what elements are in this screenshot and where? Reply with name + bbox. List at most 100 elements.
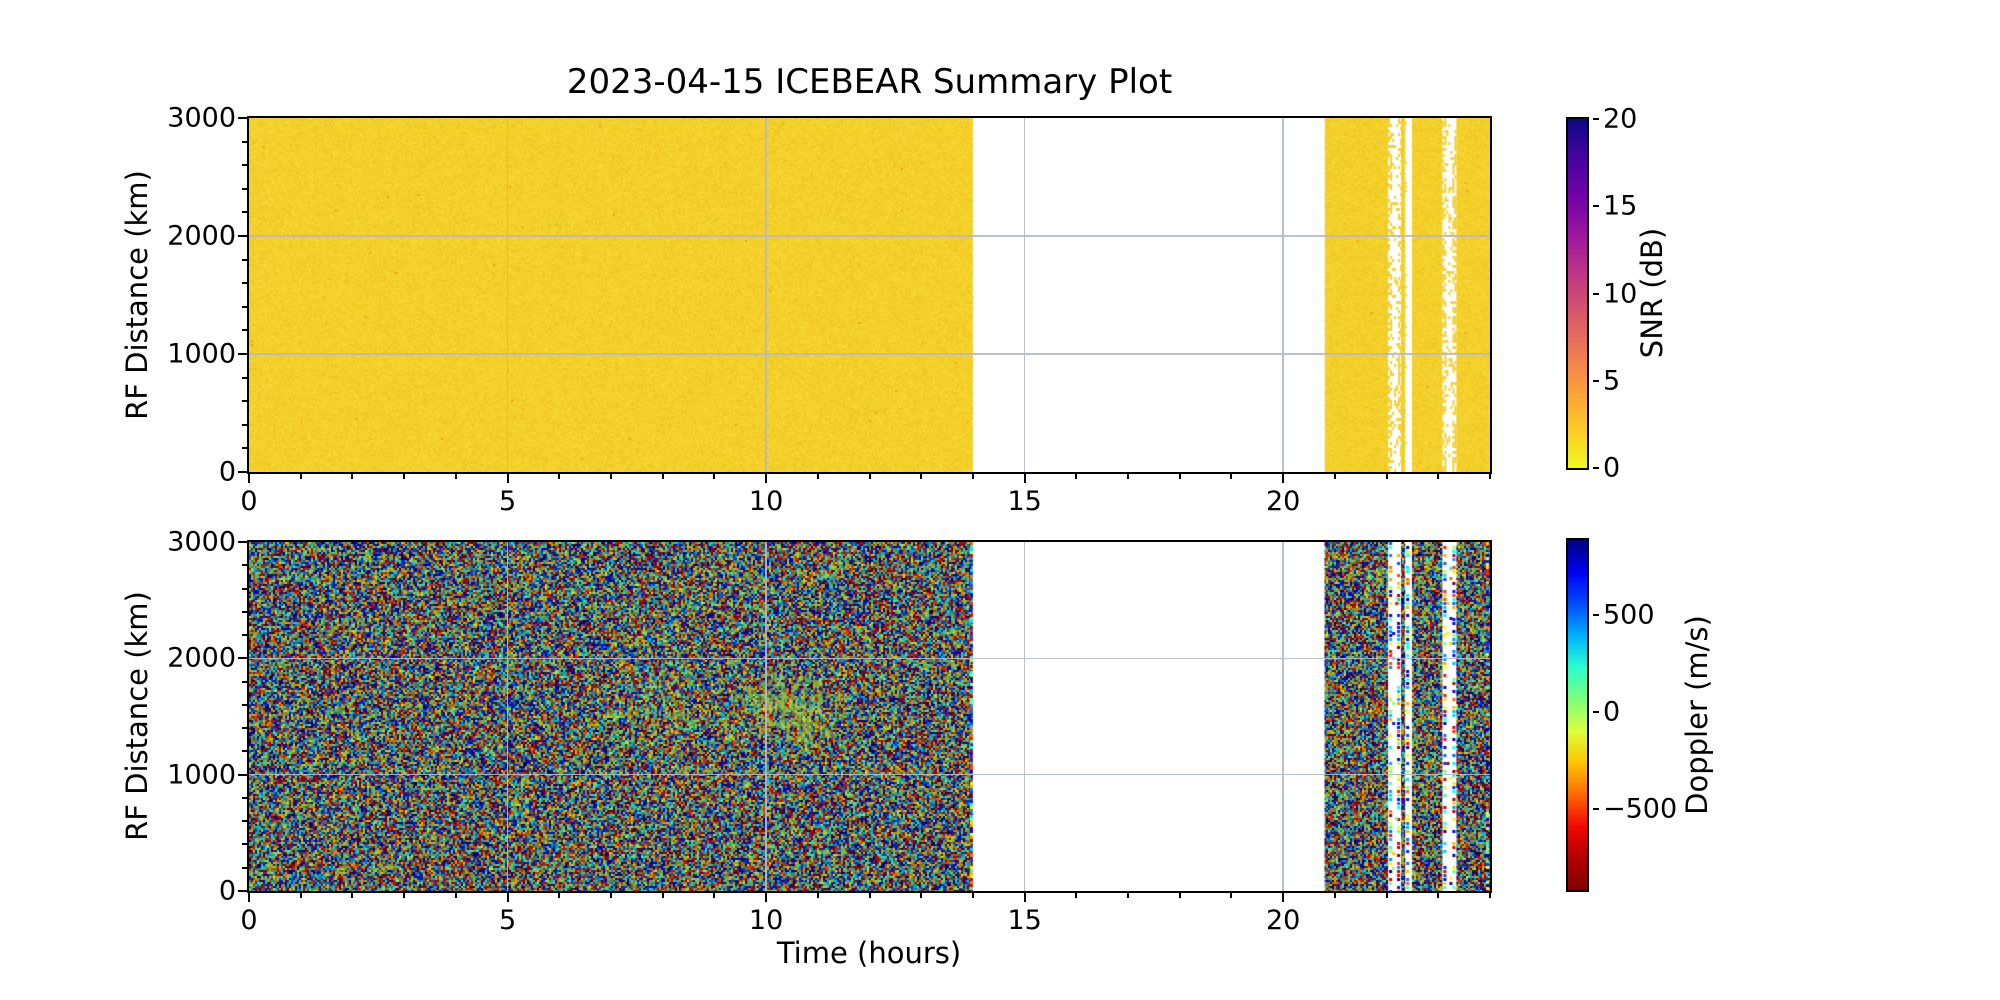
snr-colorbar: [1566, 117, 1589, 470]
y-minor-tick: [242, 727, 247, 730]
x-minor-tick: [661, 474, 664, 479]
x-minor-tick: [1489, 893, 1491, 898]
x-minor-tick: [1333, 893, 1336, 898]
doppler-heatmap-panel: [247, 540, 1492, 893]
snr-y-axis-label: RF Distance (km): [120, 170, 154, 420]
x-tick-label: 0: [240, 486, 258, 517]
y-major-tick: [238, 773, 247, 776]
y-minor-tick: [242, 587, 247, 590]
colorbar-tick-label: 0: [1603, 696, 1621, 728]
x-major-tick: [1023, 893, 1026, 902]
y-minor-tick: [242, 610, 247, 613]
gridline-y: [249, 235, 1490, 237]
x-tick-label: 20: [1265, 486, 1301, 517]
colorbar-tick: [1593, 379, 1599, 382]
x-minor-tick: [1385, 474, 1388, 479]
y-minor-tick: [242, 634, 247, 637]
x-tick-label: 0: [240, 905, 258, 936]
y-minor-tick: [242, 703, 247, 706]
y-minor-tick: [242, 305, 247, 308]
y-minor-tick: [242, 164, 247, 167]
x-minor-tick: [971, 893, 974, 898]
gridline-y: [249, 657, 1490, 660]
x-minor-tick: [1333, 474, 1336, 479]
x-axis-label: Time (hours): [776, 936, 962, 970]
y-tick-label: 1000: [167, 759, 236, 791]
x-minor-tick: [713, 893, 716, 898]
y-minor-tick: [242, 282, 247, 285]
y-major-tick: [238, 657, 247, 660]
colorbar-tick-label: −500: [1603, 793, 1678, 825]
x-minor-tick: [609, 474, 612, 479]
y-minor-tick: [242, 140, 247, 143]
x-major-tick: [765, 474, 768, 483]
colorbar-tick: [1593, 711, 1599, 714]
y-major-tick: [238, 471, 247, 473]
x-tick-label: 10: [748, 905, 784, 936]
colorbar-tick: [1593, 118, 1599, 120]
y-tick-label: 0: [218, 875, 236, 907]
colorbar-tick-label: 10: [1603, 278, 1638, 309]
x-minor-tick: [558, 893, 561, 898]
gridline-x: [1282, 542, 1284, 891]
x-minor-tick: [971, 474, 974, 479]
colorbar-tick: [1593, 205, 1599, 208]
x-minor-tick: [1075, 893, 1078, 898]
y-tick-label: 3000: [167, 526, 236, 558]
gridline-x: [765, 118, 767, 472]
y-minor-tick: [242, 376, 247, 379]
x-minor-tick: [351, 893, 354, 898]
x-tick-label: 5: [498, 486, 517, 517]
x-minor-tick: [351, 474, 354, 479]
x-minor-tick: [920, 474, 923, 479]
x-major-tick: [765, 893, 768, 902]
x-major-tick: [506, 474, 509, 483]
x-minor-tick: [1230, 474, 1233, 479]
x-major-tick: [506, 893, 509, 902]
x-minor-tick: [403, 474, 406, 479]
x-minor-tick: [816, 893, 819, 898]
x-major-tick: [248, 474, 250, 483]
y-major-tick: [238, 117, 247, 119]
colorbar-tick-label: 0: [1603, 452, 1621, 484]
y-minor-tick: [242, 211, 247, 214]
x-minor-tick: [1127, 474, 1130, 479]
y-minor-tick: [242, 820, 247, 823]
x-minor-tick: [1178, 893, 1181, 898]
x-minor-tick: [1230, 893, 1233, 898]
doppler-colorbar: [1566, 538, 1589, 892]
x-minor-tick: [454, 474, 457, 479]
gridline-x: [1023, 118, 1026, 472]
doppler-colorbar-label: Doppler (m/s): [1680, 615, 1714, 815]
y-minor-tick: [242, 750, 247, 753]
x-minor-tick: [1127, 893, 1130, 898]
y-minor-tick: [242, 400, 247, 403]
x-minor-tick: [1385, 893, 1388, 898]
x-minor-tick: [1437, 474, 1440, 479]
x-minor-tick: [1075, 474, 1078, 479]
snr-heatmap-panel: [247, 116, 1492, 474]
y-minor-tick: [242, 796, 247, 799]
colorbar-tick-label: 15: [1603, 190, 1638, 222]
x-minor-tick: [454, 893, 457, 898]
x-minor-tick: [713, 474, 716, 479]
x-major-tick: [1282, 474, 1285, 483]
x-minor-tick: [1437, 893, 1440, 898]
x-minor-tick: [558, 474, 561, 479]
x-minor-tick: [920, 893, 923, 898]
y-major-tick: [238, 235, 247, 237]
gridline-x: [506, 542, 509, 891]
colorbar-tick-label: 5: [1603, 365, 1621, 397]
snr-colorbar-label: SNR (dB): [1635, 227, 1669, 359]
x-minor-tick: [816, 474, 819, 479]
colorbar-tick: [1593, 613, 1599, 616]
x-minor-tick: [661, 893, 664, 898]
y-minor-tick: [242, 329, 247, 332]
x-minor-tick: [299, 893, 302, 898]
x-minor-tick: [868, 893, 871, 898]
colorbar-tick: [1593, 292, 1599, 295]
y-tick-label: 3000: [167, 102, 236, 134]
colorbar-tick: [1593, 808, 1599, 811]
x-major-tick: [1023, 474, 1026, 483]
